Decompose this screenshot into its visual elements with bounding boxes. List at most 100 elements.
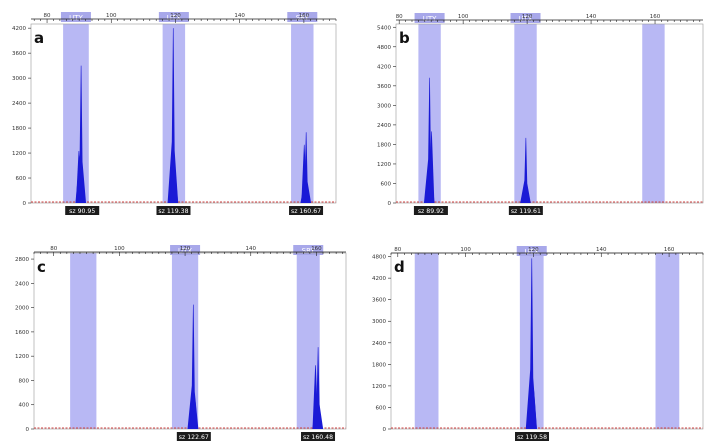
y-tick-label: 3000 (12, 76, 26, 82)
y-tick-label: 600 (16, 176, 27, 182)
bin-band (414, 253, 439, 429)
y-tick-label: 4200 (12, 26, 26, 32)
bin-band (655, 253, 680, 429)
y-tick-label: 1200 (15, 354, 29, 360)
x-tick-label: 120 (522, 14, 533, 20)
peak-shoulder (301, 144, 308, 203)
size-label: sz 160.67 (291, 208, 321, 215)
size-label-box (176, 432, 211, 441)
panel-letter: c (37, 258, 46, 276)
bin-band (514, 24, 537, 203)
x-tick-label: 100 (114, 246, 125, 252)
bin-label-box (414, 13, 445, 23)
y-tick-label: 2400 (377, 123, 391, 129)
peak (300, 132, 312, 203)
bin-band (63, 24, 89, 203)
bin-label: UTX (525, 248, 539, 256)
size-label: sz 122.67 (179, 434, 209, 441)
size-label: sz 90.95 (69, 208, 95, 215)
y-tick-label: 5400 (377, 25, 391, 31)
y-tick-label: 3600 (372, 298, 386, 304)
y-tick-label: 1600 (15, 330, 29, 336)
size-label: sz 119.58 (517, 434, 547, 441)
y-tick-label: 3600 (377, 84, 391, 90)
y-tick-label: 2000 (15, 306, 29, 312)
y-tick-label: 3000 (372, 319, 386, 325)
y-tick-label: 2400 (372, 341, 386, 347)
x-tick-label: 120 (170, 13, 181, 19)
size-label-box (289, 206, 324, 215)
y-tick-label: 1200 (372, 384, 386, 390)
size-label: sz 119.61 (511, 208, 541, 215)
size-label: sz 160.48 (303, 434, 333, 441)
x-tick-label: 160 (650, 14, 661, 20)
size-label: sz 89.92 (418, 208, 444, 215)
y-tick-label: 3600 (12, 51, 26, 57)
y-tick-label: 4200 (377, 64, 391, 70)
peak (520, 137, 531, 203)
x-tick-label: 100 (106, 13, 117, 19)
x-tick-label: 120 (528, 247, 539, 253)
bin-label-box (170, 245, 201, 255)
y-tick-label: 400 (19, 403, 30, 409)
y-tick-label: 600 (381, 181, 392, 187)
peak (75, 65, 87, 204)
x-tick-label: 140 (596, 247, 607, 253)
bin-label: UTY (423, 15, 437, 23)
size-label-box (508, 206, 543, 215)
bin-band (296, 253, 320, 429)
peak-shoulder (428, 131, 435, 203)
size-label-box (156, 206, 191, 215)
x-tick-label: 80 (394, 247, 401, 253)
y-tick-label: 1800 (12, 126, 26, 132)
y-tick-label: 0 (26, 427, 30, 433)
bin-label: UTY (69, 14, 83, 22)
y-tick-label: 4800 (372, 255, 386, 261)
y-tick-label: 2800 (15, 257, 29, 263)
size-label-box (65, 206, 100, 215)
bin-label: UTX (518, 15, 532, 23)
y-tick-label: 0 (383, 427, 387, 433)
bin-label: UTX (167, 14, 181, 22)
x-tick-label: 120 (180, 246, 191, 252)
plot-frame (30, 23, 337, 204)
y-tick-label: 1200 (377, 162, 391, 168)
bin-label: SRY (302, 247, 316, 255)
peak-shoulder (75, 150, 82, 203)
bin-label-box (510, 13, 541, 23)
x-tick-label: 140 (246, 246, 257, 252)
x-tick-label: 140 (234, 13, 245, 19)
y-tick-label: 0 (388, 201, 392, 207)
peak-shoulder (530, 391, 537, 429)
y-tick-label: 1800 (372, 362, 386, 368)
y-tick-label: 4200 (372, 276, 386, 282)
plot-frame (395, 23, 704, 204)
panel-a: UTY UTX SRY 80 100 120 140 160 0 600 1200 1800 2400 3… (12, 12, 337, 215)
x-tick-label: 80 (396, 14, 403, 20)
bin-label-box (60, 12, 91, 22)
y-tick-label: 4800 (377, 45, 391, 51)
y-tick-label: 0 (23, 201, 27, 207)
y-tick-label: 2400 (12, 101, 26, 107)
size-label-box (515, 432, 550, 441)
bin-label-box (516, 246, 547, 256)
x-tick-label: 160 (299, 13, 310, 19)
bin-label-box (158, 12, 189, 22)
x-tick-label: 80 (50, 246, 57, 252)
y-tick-label: 2400 (15, 281, 29, 287)
y-tick-label: 1200 (12, 151, 26, 157)
x-tick-label: 80 (44, 13, 51, 19)
peak (187, 304, 199, 429)
panel-b: UTY UTX 80 100 120 140 160 0 600 1200 1800 2400 3000… (377, 13, 704, 215)
peak-shoulder (191, 398, 198, 429)
bin-label: UTX (178, 247, 192, 255)
bin-label-box (293, 245, 324, 255)
y-tick-label: 1800 (377, 142, 391, 148)
panel-d: UTX 80 100 120 140 160 0 600 1200 1800 2400 3000 360… (372, 246, 704, 441)
peak (312, 347, 324, 429)
peak (423, 77, 435, 203)
y-tick-label: 3000 (377, 103, 391, 109)
size-label: sz 119.38 (158, 208, 188, 215)
